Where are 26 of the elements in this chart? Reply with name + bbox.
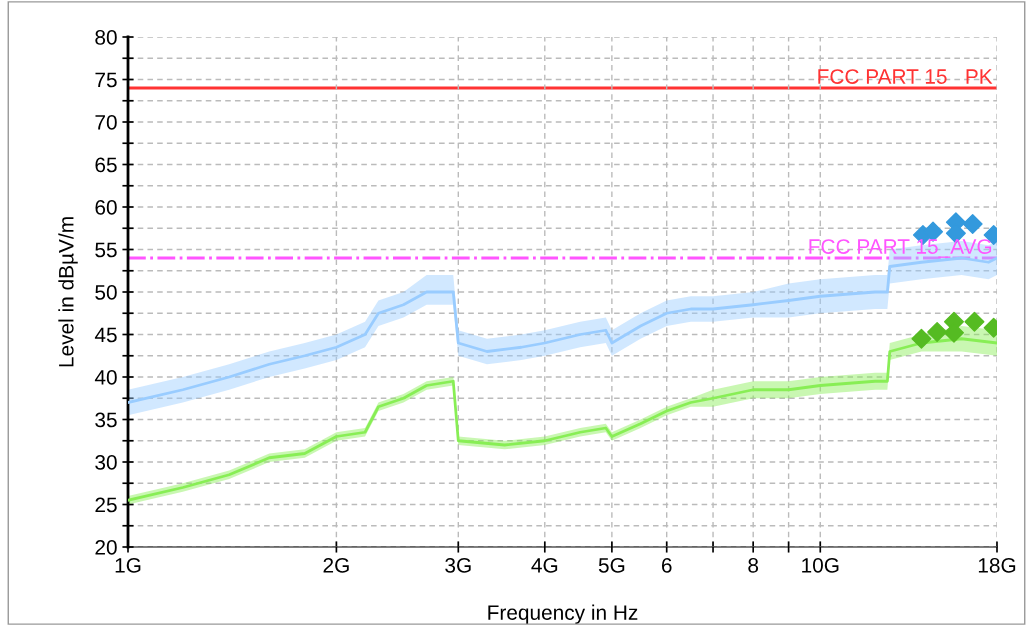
ref-line-label: FCC PART 15_AVG <box>809 239 992 258</box>
x-tick-label: 5G <box>598 557 625 573</box>
y-tick-label: 45 <box>94 327 117 343</box>
y-tick-label: 75 <box>95 72 117 88</box>
x-tick-label: 10G <box>802 557 839 573</box>
ref-line-label: FCC PART 15 PK <box>818 69 993 84</box>
x-tick-label: 4G <box>531 557 558 573</box>
x-tick-label: 8 <box>748 557 759 573</box>
y-tick-label: 25 <box>95 497 117 513</box>
y-tick-label: 80 <box>95 30 117 45</box>
y-tick-label: 50 <box>95 285 117 300</box>
x-tick-label: 3G <box>445 557 471 573</box>
x-tick-label: 6 <box>661 557 672 573</box>
y-tick-label: 55 <box>95 242 117 258</box>
x-tick-label: 18G <box>978 557 1016 573</box>
x-tick-label: 1G <box>115 557 141 573</box>
x-axis-title: Frequency in Hz <box>488 604 638 625</box>
y-tick-label: 20 <box>95 540 117 555</box>
y-tick-label: 35 <box>95 412 117 428</box>
y-tick-label: 70 <box>95 115 117 130</box>
x-tick-label: 2G <box>323 557 349 573</box>
y-tick-label: 40 <box>94 370 117 385</box>
y-tick-label: 30 <box>95 455 117 470</box>
y-tick-label: 65 <box>95 157 117 173</box>
y-tick-label: 60 <box>95 200 117 215</box>
y-axis-title: Level in dBµV/m <box>58 217 78 367</box>
